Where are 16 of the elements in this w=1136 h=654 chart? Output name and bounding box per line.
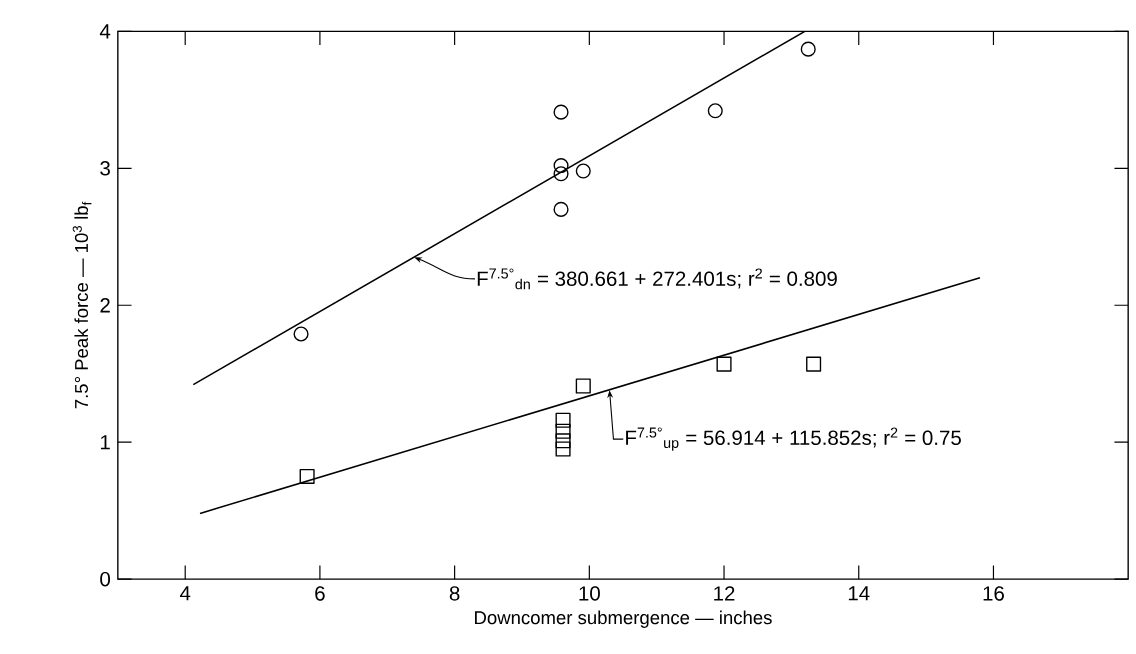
x-tick-label: 12 <box>714 586 735 601</box>
x-tick-label: 4 <box>179 586 191 601</box>
x-tick-label: 6 <box>315 586 325 601</box>
x-tick-label: 8 <box>449 586 460 601</box>
y-tick-label: 0 <box>100 572 111 587</box>
x-axis-title: Downcomer submergence — inches <box>475 610 772 629</box>
x-tick-label: 14 <box>848 586 870 601</box>
x-tick-label: 16 <box>983 586 1004 601</box>
y-tick-label: 2 <box>100 298 110 313</box>
annotation: F$^{7.5°}$$_{dn}$ = 380.661 + 272.401s; r$^{2}$ = 0.809 <box>477 268 837 290</box>
y-tick-label: 4 <box>99 24 111 39</box>
y-axis-title: 7.5° Peak force — 10$^{3}$ lb$_{f}$ <box>72 201 92 409</box>
y-tick-label: 1 <box>100 435 110 450</box>
y-tick-label: 3 <box>100 161 110 176</box>
annotation: F$^{7.5°}$$_{up}$ = 56.914 + 115.852s; r$^{2}$ = 0.75 <box>626 427 961 452</box>
x-tick-label: 10 <box>579 586 600 601</box>
